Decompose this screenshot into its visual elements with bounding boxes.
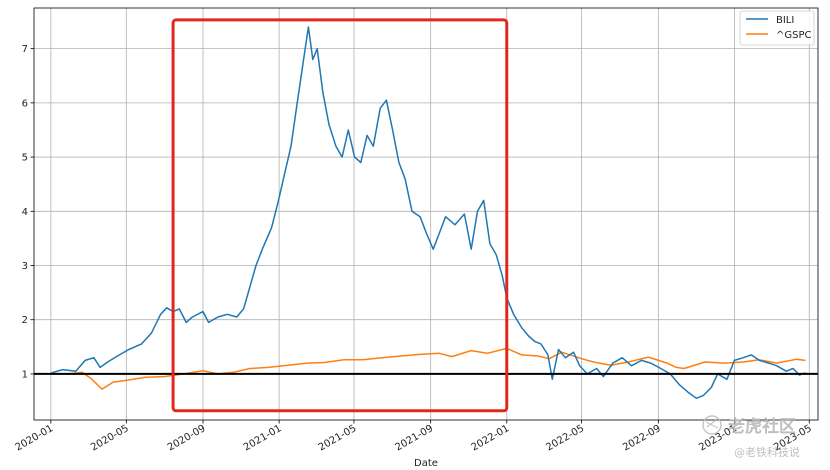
series-line-gspc: [52, 348, 806, 389]
grid: [34, 8, 818, 420]
x-tick-label: 2020-05: [89, 423, 131, 453]
series-line-bili: [52, 27, 806, 398]
x-axis: 2020-01 2020-05 2020-09 2021-01 2021-05 2021-…: [14, 420, 814, 453]
plot-area-frame: [34, 8, 818, 420]
highlight-box: [173, 20, 507, 411]
x-tick-label: 2021-01: [242, 423, 284, 453]
y-tick-label: 7: [22, 44, 28, 55]
x-tick-label: 2020-09: [166, 423, 208, 453]
tiger-logo-stripe: [706, 420, 718, 428]
x-axis-label: Date: [414, 458, 438, 469]
y-tick-label: 5: [22, 153, 28, 164]
highlight-layer: [173, 20, 507, 411]
watermark-brand: 老虎社区: [727, 416, 796, 437]
x-tick-label: 2022-05: [544, 423, 586, 453]
y-tick-label: 1: [22, 369, 28, 380]
x-tick-label: 2022-01: [470, 423, 512, 453]
legend-label-gspc: ^GSPC: [776, 30, 812, 41]
y-tick-label: 3: [22, 261, 28, 272]
x-tick-label: 2020-01: [14, 423, 56, 453]
legend: BILI ^GSPC: [740, 11, 814, 45]
y-axis: 1 2 3 4 5 6 7: [22, 44, 34, 380]
x-tick-label: 2022-09: [621, 423, 663, 453]
legend-label-bili: BILI: [776, 15, 794, 26]
watermark-handle: @老铁科技说: [734, 445, 800, 459]
x-tick-label: 2021-09: [393, 423, 435, 453]
y-tick-label: 6: [22, 98, 28, 109]
y-tick-label: 2: [22, 315, 28, 326]
y-tick-label: 4: [22, 207, 28, 218]
x-tick-label: 2021-05: [317, 423, 359, 453]
series-layer: [52, 27, 806, 398]
